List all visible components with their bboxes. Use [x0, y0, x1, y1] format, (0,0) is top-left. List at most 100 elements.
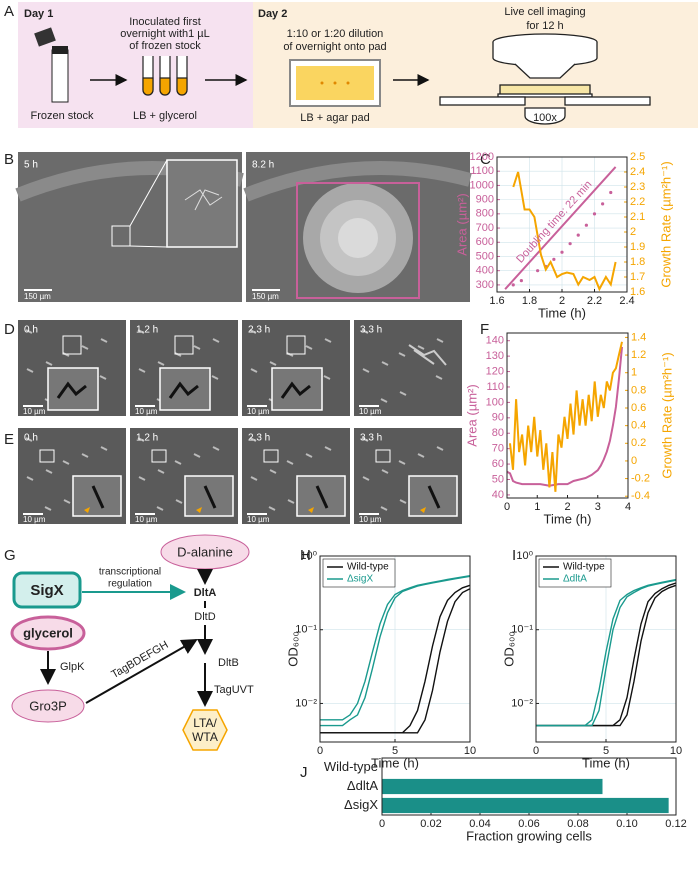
node: LTA/	[193, 716, 217, 730]
y2-tick-label: 2	[630, 226, 636, 238]
y2-tick-label: 2.3	[630, 181, 645, 193]
y2-tick-label: 2.1	[630, 211, 645, 223]
caption: overnight with1 µL	[120, 28, 210, 40]
objective-label: 100x	[533, 112, 557, 124]
cell	[398, 352, 406, 357]
zoom-box	[39, 449, 55, 463]
arrowhead	[308, 507, 314, 513]
scale-label: 10 µm	[359, 515, 382, 524]
data-point	[601, 202, 605, 206]
pathway: SigX transcriptional regulation D-alanin…	[10, 534, 254, 751]
y-tick-label: 700	[476, 222, 494, 234]
y-axis-label: Area (µm²)	[454, 193, 469, 255]
y-tick-label: 10⁻¹	[511, 624, 533, 636]
caption: of frozen stock	[129, 40, 201, 52]
y-tick-label: 120	[486, 365, 504, 377]
x-tick-label: 5	[603, 745, 609, 757]
caption: for 12 h	[526, 20, 563, 32]
cell	[380, 398, 388, 403]
shape	[34, 27, 56, 47]
zoom-box	[111, 225, 131, 247]
cell	[381, 361, 389, 366]
cell	[399, 499, 407, 504]
microscope	[439, 33, 651, 125]
cell	[63, 499, 71, 504]
cells	[280, 381, 311, 399]
x-tick-label: 0.08	[567, 818, 588, 830]
data-point	[609, 190, 613, 195]
x-tick-label: 0	[533, 745, 539, 757]
x-tick-label: 2	[564, 501, 570, 513]
scale-label: 10 µm	[23, 407, 46, 416]
tubes	[142, 56, 188, 96]
x-tick-label: 0.10	[616, 818, 637, 830]
cell	[100, 446, 108, 451]
cell	[436, 446, 444, 451]
y-tick-label: 10⁰	[516, 550, 533, 562]
x-tick-label: 0.02	[420, 818, 441, 830]
y-tick-label: 900	[476, 194, 494, 206]
shape	[439, 96, 526, 106]
y2-tick-label: -0.4	[631, 490, 650, 502]
cell	[91, 485, 105, 509]
data-point	[592, 212, 597, 216]
legend-label: ΔsigX	[347, 574, 373, 585]
cell	[137, 437, 145, 442]
y2-tick-label: 1.6	[630, 286, 645, 298]
caption: Inoculated first	[129, 16, 201, 28]
cell	[81, 453, 89, 458]
y-tick-label: 400	[476, 265, 494, 277]
x-tick-label: 0.06	[518, 818, 539, 830]
cell	[435, 375, 443, 380]
y-tick-label: 80	[492, 427, 504, 439]
charts: 1.6 1.8 2 2.2 2.4300400500600700800900100011…	[285, 151, 686, 844]
x-tick-label: 1.6	[489, 295, 504, 307]
zoom-box	[151, 449, 167, 463]
cell	[212, 446, 220, 451]
node-box	[12, 571, 82, 609]
data-point	[519, 279, 523, 283]
time-label: 0 h	[24, 433, 38, 444]
node: glycerol	[23, 625, 73, 640]
time-label: 3.3 h	[360, 325, 382, 336]
y-tick-label: 60	[492, 458, 504, 470]
cell	[174, 460, 182, 465]
x-tick-label: 4	[625, 501, 631, 513]
y2-tick-label: 1	[631, 367, 637, 379]
shape	[492, 42, 598, 67]
edge-label: regulation	[108, 579, 152, 590]
node: D-alanine	[177, 544, 233, 559]
workflow: Day 1 Frozen stock Inoculated first over…	[18, 2, 698, 128]
colony-images: 5 h 150 µm 8.2 h 150 µm	[15, 152, 472, 302]
node: TagUVT	[214, 684, 254, 696]
cell	[286, 460, 294, 465]
x-axis-label: Time (h)	[538, 305, 586, 320]
series-line	[504, 166, 617, 290]
cell	[305, 345, 313, 350]
y2-tick-label: 1.8	[630, 256, 645, 268]
x-tick-label: 0	[317, 745, 323, 757]
panel-label: B	[4, 151, 14, 168]
zoom-box	[286, 335, 306, 355]
caption: Live cell imaging	[504, 6, 585, 18]
data-point	[552, 257, 556, 261]
time-label: 1.2 h	[136, 325, 158, 336]
y2-tick-label: 0.6	[631, 402, 646, 414]
panel-label: G	[4, 547, 16, 564]
x-tick-label: 2.4	[619, 295, 634, 307]
scale-label: 150 µm	[252, 292, 279, 301]
legend-label: ΔdltA	[563, 574, 587, 585]
data-point	[568, 242, 572, 246]
edge-label: transcriptional	[99, 567, 161, 578]
cells	[168, 381, 199, 399]
x-tick-label: 1.8	[522, 295, 537, 307]
plot-frame	[319, 555, 471, 743]
cell	[175, 499, 183, 504]
shape	[514, 63, 576, 79]
inset	[166, 159, 238, 248]
y-tick-label: 600	[476, 236, 494, 248]
arrowhead	[84, 507, 90, 513]
drop	[346, 81, 350, 85]
